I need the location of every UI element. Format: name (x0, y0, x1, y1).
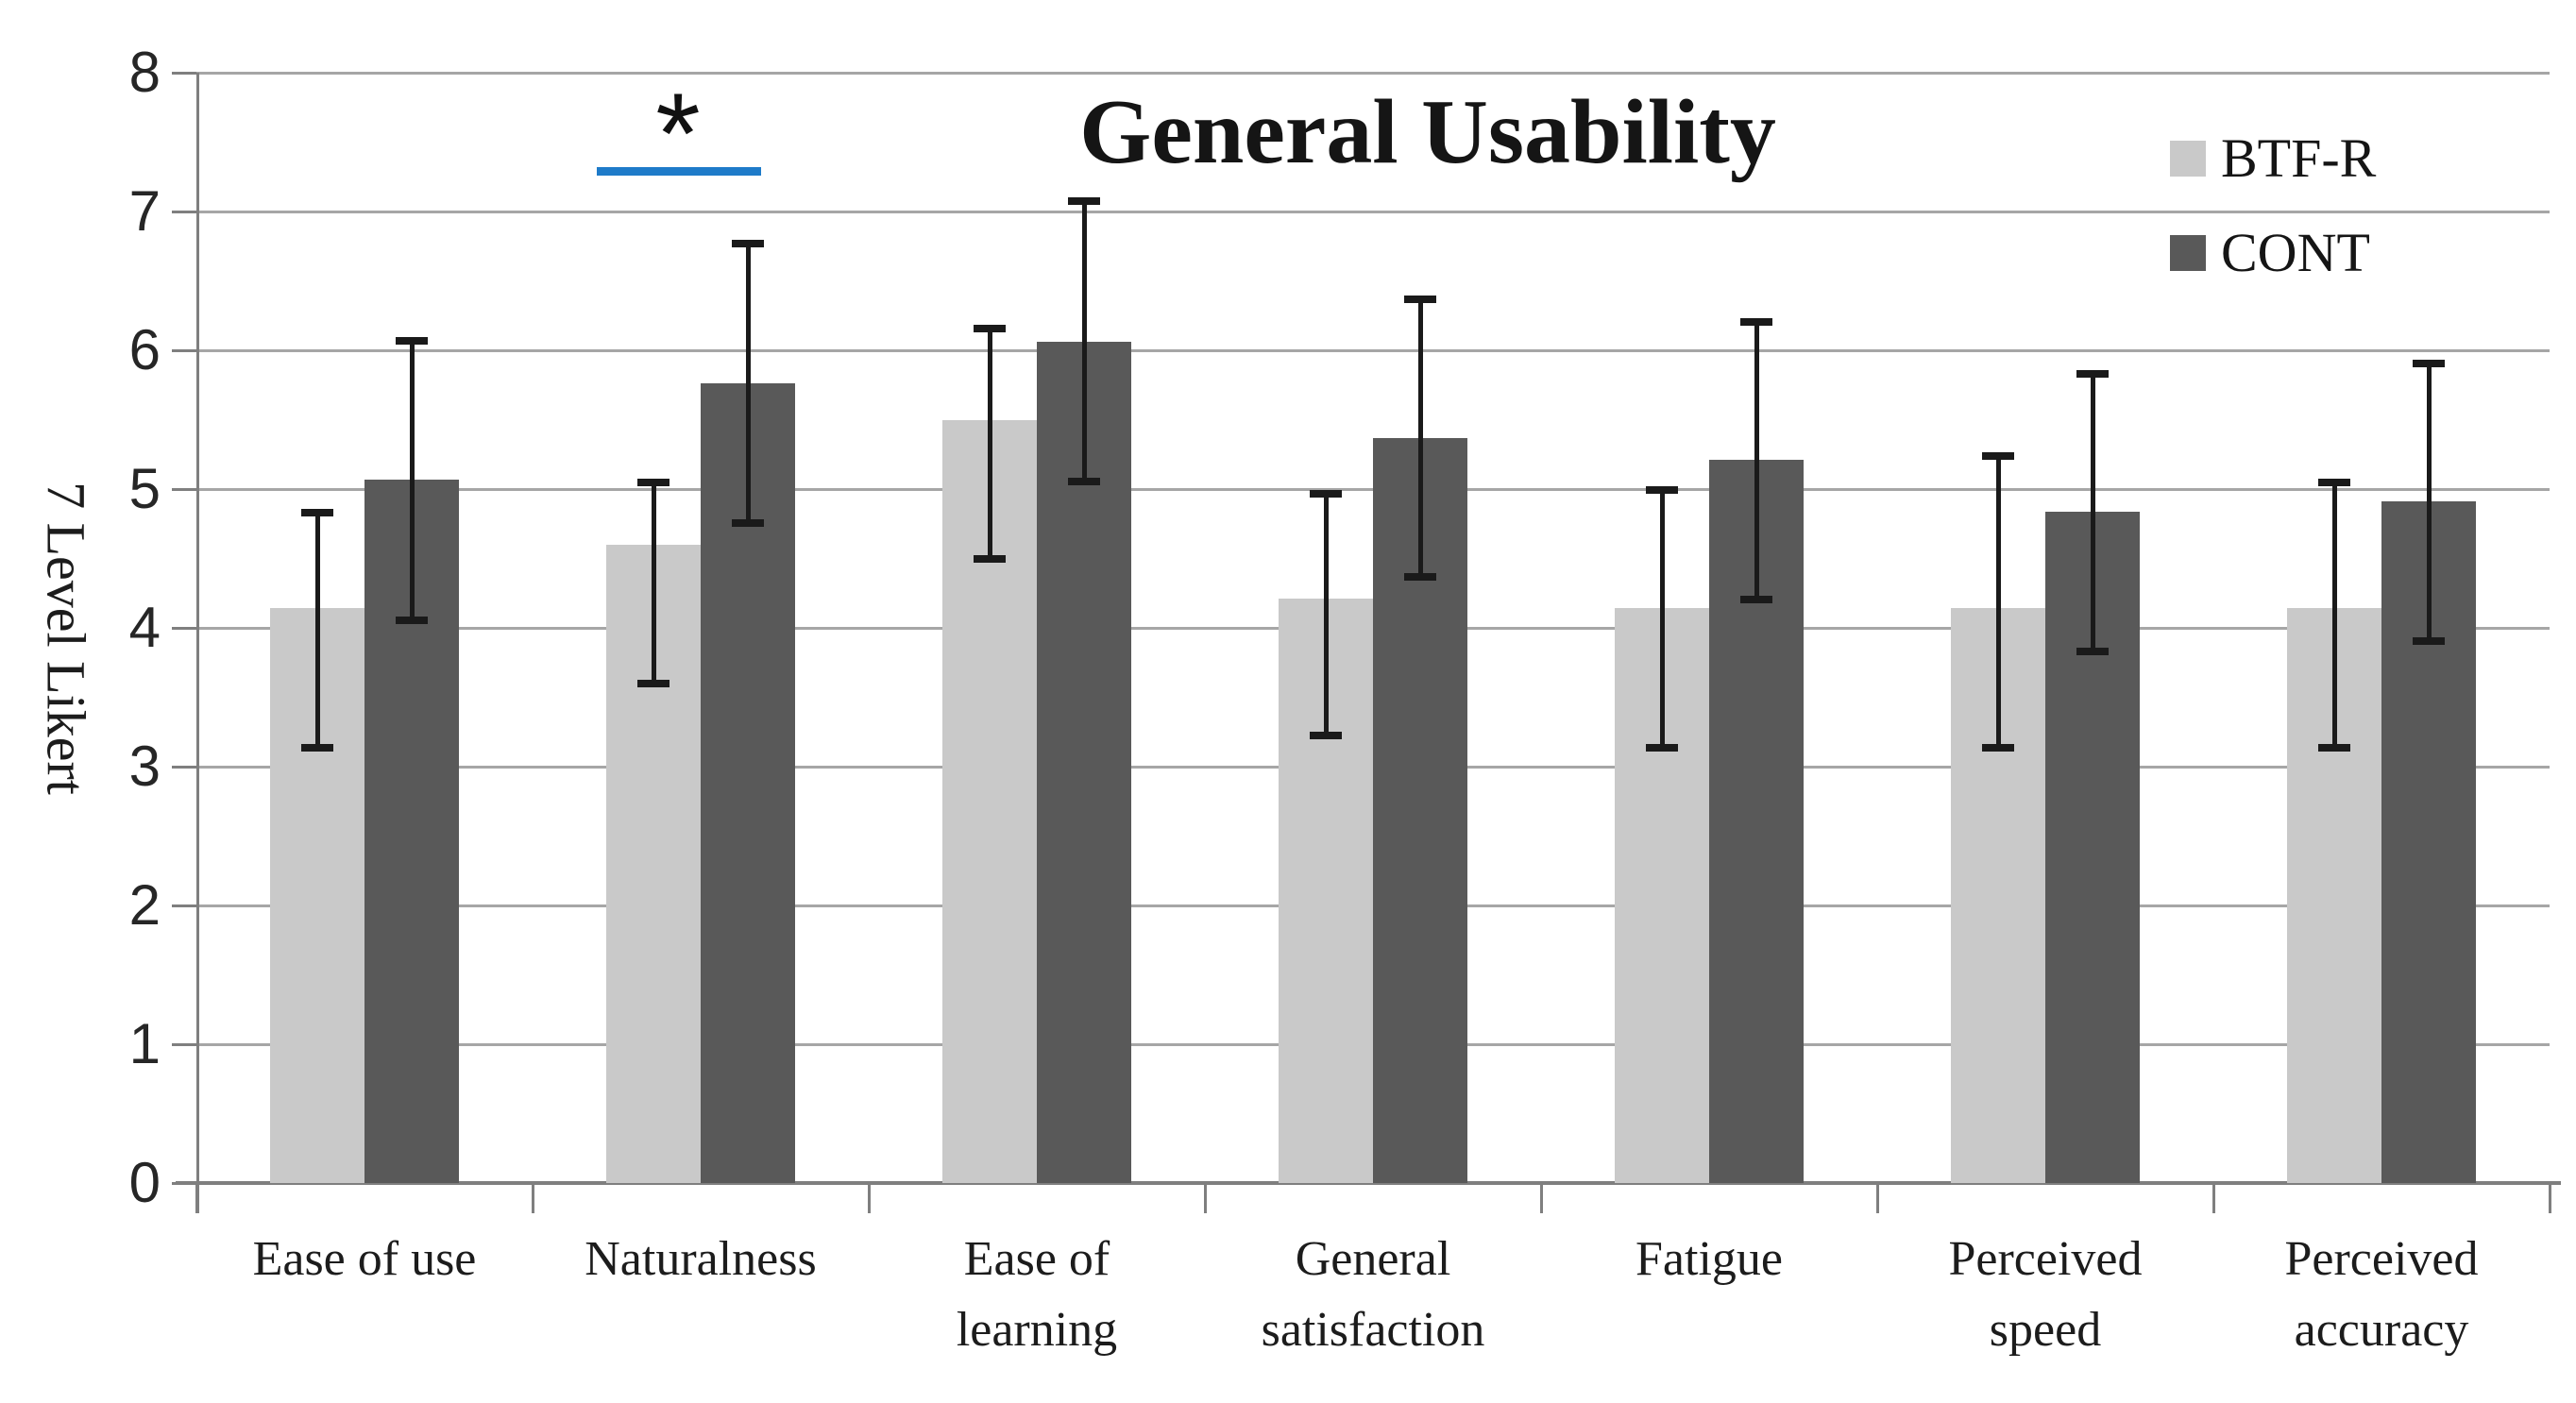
error-bar-btf-r-1 (651, 482, 656, 684)
error-bar-cont-0 (409, 340, 415, 620)
y-axis-tick-5 (172, 488, 196, 491)
gridline-8 (196, 72, 2550, 75)
x-axis-tick-2 (868, 1183, 871, 1213)
error-cap-top-btf-r-3 (1310, 489, 1342, 498)
error-cap-bottom-cont-6 (2413, 636, 2445, 645)
error-cap-top-btf-r-1 (637, 479, 669, 487)
error-bar-cont-4 (1754, 321, 1759, 600)
y-axis-line (196, 73, 199, 1213)
y-axis-tick-2 (172, 904, 196, 907)
x-axis-tick-6 (2212, 1183, 2215, 1213)
y-tick-label-5: 5 (128, 457, 161, 520)
y-tick-label-8: 8 (128, 41, 161, 104)
x-axis-tick-1 (532, 1183, 534, 1213)
error-bar-btf-r-3 (1323, 493, 1329, 735)
error-cap-top-btf-r-0 (301, 509, 333, 517)
error-cap-bottom-btf-r-2 (974, 555, 1006, 563)
error-cap-top-btf-r-5 (1982, 452, 2014, 461)
legend-swatch-btfr-icon (2170, 141, 2206, 177)
significance-underline (597, 167, 761, 176)
error-cap-bottom-btf-r-0 (301, 743, 333, 752)
y-axis-tick-4 (172, 627, 196, 630)
error-cap-top-cont-4 (1740, 317, 1772, 326)
error-cap-top-cont-6 (2413, 359, 2445, 367)
legend-swatch-cont-icon (2170, 235, 2206, 271)
error-cap-bottom-cont-5 (2076, 648, 2109, 656)
error-cap-bottom-cont-4 (1740, 595, 1772, 603)
x-category-label-4: Fatigue (1635, 1232, 1783, 1286)
y-axis-tick-1 (172, 1043, 196, 1046)
error-cap-bottom-cont-2 (1068, 477, 1100, 485)
error-cap-top-cont-3 (1404, 296, 1436, 304)
x-axis-line (176, 1181, 2561, 1185)
error-cap-bottom-cont-0 (396, 616, 428, 624)
error-bar-btf-r-6 (2331, 482, 2337, 748)
error-bar-btf-r-4 (1659, 489, 1665, 748)
x-axis-tick-5 (1876, 1183, 1879, 1213)
y-axis-tick-6 (172, 349, 196, 352)
error-bar-cont-2 (1081, 200, 1087, 482)
chart-title: General Usability (1079, 81, 1776, 183)
error-cap-bottom-cont-1 (732, 518, 764, 527)
error-cap-bottom-btf-r-3 (1310, 731, 1342, 739)
x-category-label-1: Naturalness (585, 1232, 817, 1286)
error-cap-top-btf-r-2 (974, 324, 1006, 332)
error-bar-btf-r-0 (314, 512, 320, 748)
y-tick-label-2: 2 (128, 873, 161, 937)
error-cap-top-cont-2 (1068, 196, 1100, 205)
error-cap-bottom-btf-r-1 (637, 680, 669, 688)
error-cap-bottom-btf-r-4 (1646, 743, 1678, 752)
x-axis-tick-3 (1204, 1183, 1207, 1213)
error-cap-top-btf-r-6 (2318, 479, 2350, 487)
y-axis-tick-7 (172, 211, 196, 213)
legend-label-cont: CONT (2221, 222, 2370, 283)
error-cap-bottom-btf-r-5 (1982, 743, 2014, 752)
legend-item-btfr: BTF-R (2170, 127, 2567, 189)
gridline-6 (196, 349, 2550, 352)
x-axis-tick-0 (195, 1183, 198, 1213)
error-bar-cont-5 (2090, 373, 2095, 651)
y-axis-tick-3 (172, 766, 196, 769)
x-category-label-2: Ease of learning (956, 1232, 1118, 1357)
error-bar-btf-r-5 (1995, 455, 2001, 748)
x-category-label-0: Ease of use (252, 1232, 477, 1286)
error-cap-top-cont-1 (732, 240, 764, 248)
x-axis-tick-7 (2549, 1183, 2551, 1213)
x-category-label-6: Perceived accuracy (2284, 1232, 2479, 1357)
y-tick-label-7: 7 (128, 179, 161, 243)
error-bar-cont-1 (745, 243, 751, 523)
x-category-label-3: General satisfaction (1261, 1232, 1485, 1357)
x-category-label-5: Perceived speed (1948, 1232, 2143, 1357)
error-cap-bottom-cont-3 (1404, 573, 1436, 582)
y-tick-label-3: 3 (128, 735, 161, 798)
y-tick-label-1: 1 (128, 1012, 161, 1075)
error-cap-top-btf-r-4 (1646, 485, 1678, 494)
y-tick-label-4: 4 (128, 596, 161, 659)
error-bar-cont-3 (1417, 298, 1423, 577)
error-cap-bottom-btf-r-6 (2318, 743, 2350, 752)
y-tick-label-0: 0 (128, 1151, 161, 1214)
y-axis-tick-8 (172, 72, 196, 75)
error-cap-top-cont-0 (396, 337, 428, 346)
gridline-7 (196, 211, 2550, 213)
legend-item-cont: CONT (2170, 222, 2567, 283)
legend-label-btfr: BTF-R (2221, 127, 2377, 189)
error-bar-cont-6 (2426, 363, 2432, 641)
error-cap-top-cont-5 (2076, 370, 2109, 379)
error-bar-btf-r-2 (987, 328, 992, 559)
legend: BTF-R CONT (2170, 127, 2567, 327)
x-axis-tick-4 (1540, 1183, 1543, 1213)
y-tick-label-6: 6 (128, 318, 161, 381)
